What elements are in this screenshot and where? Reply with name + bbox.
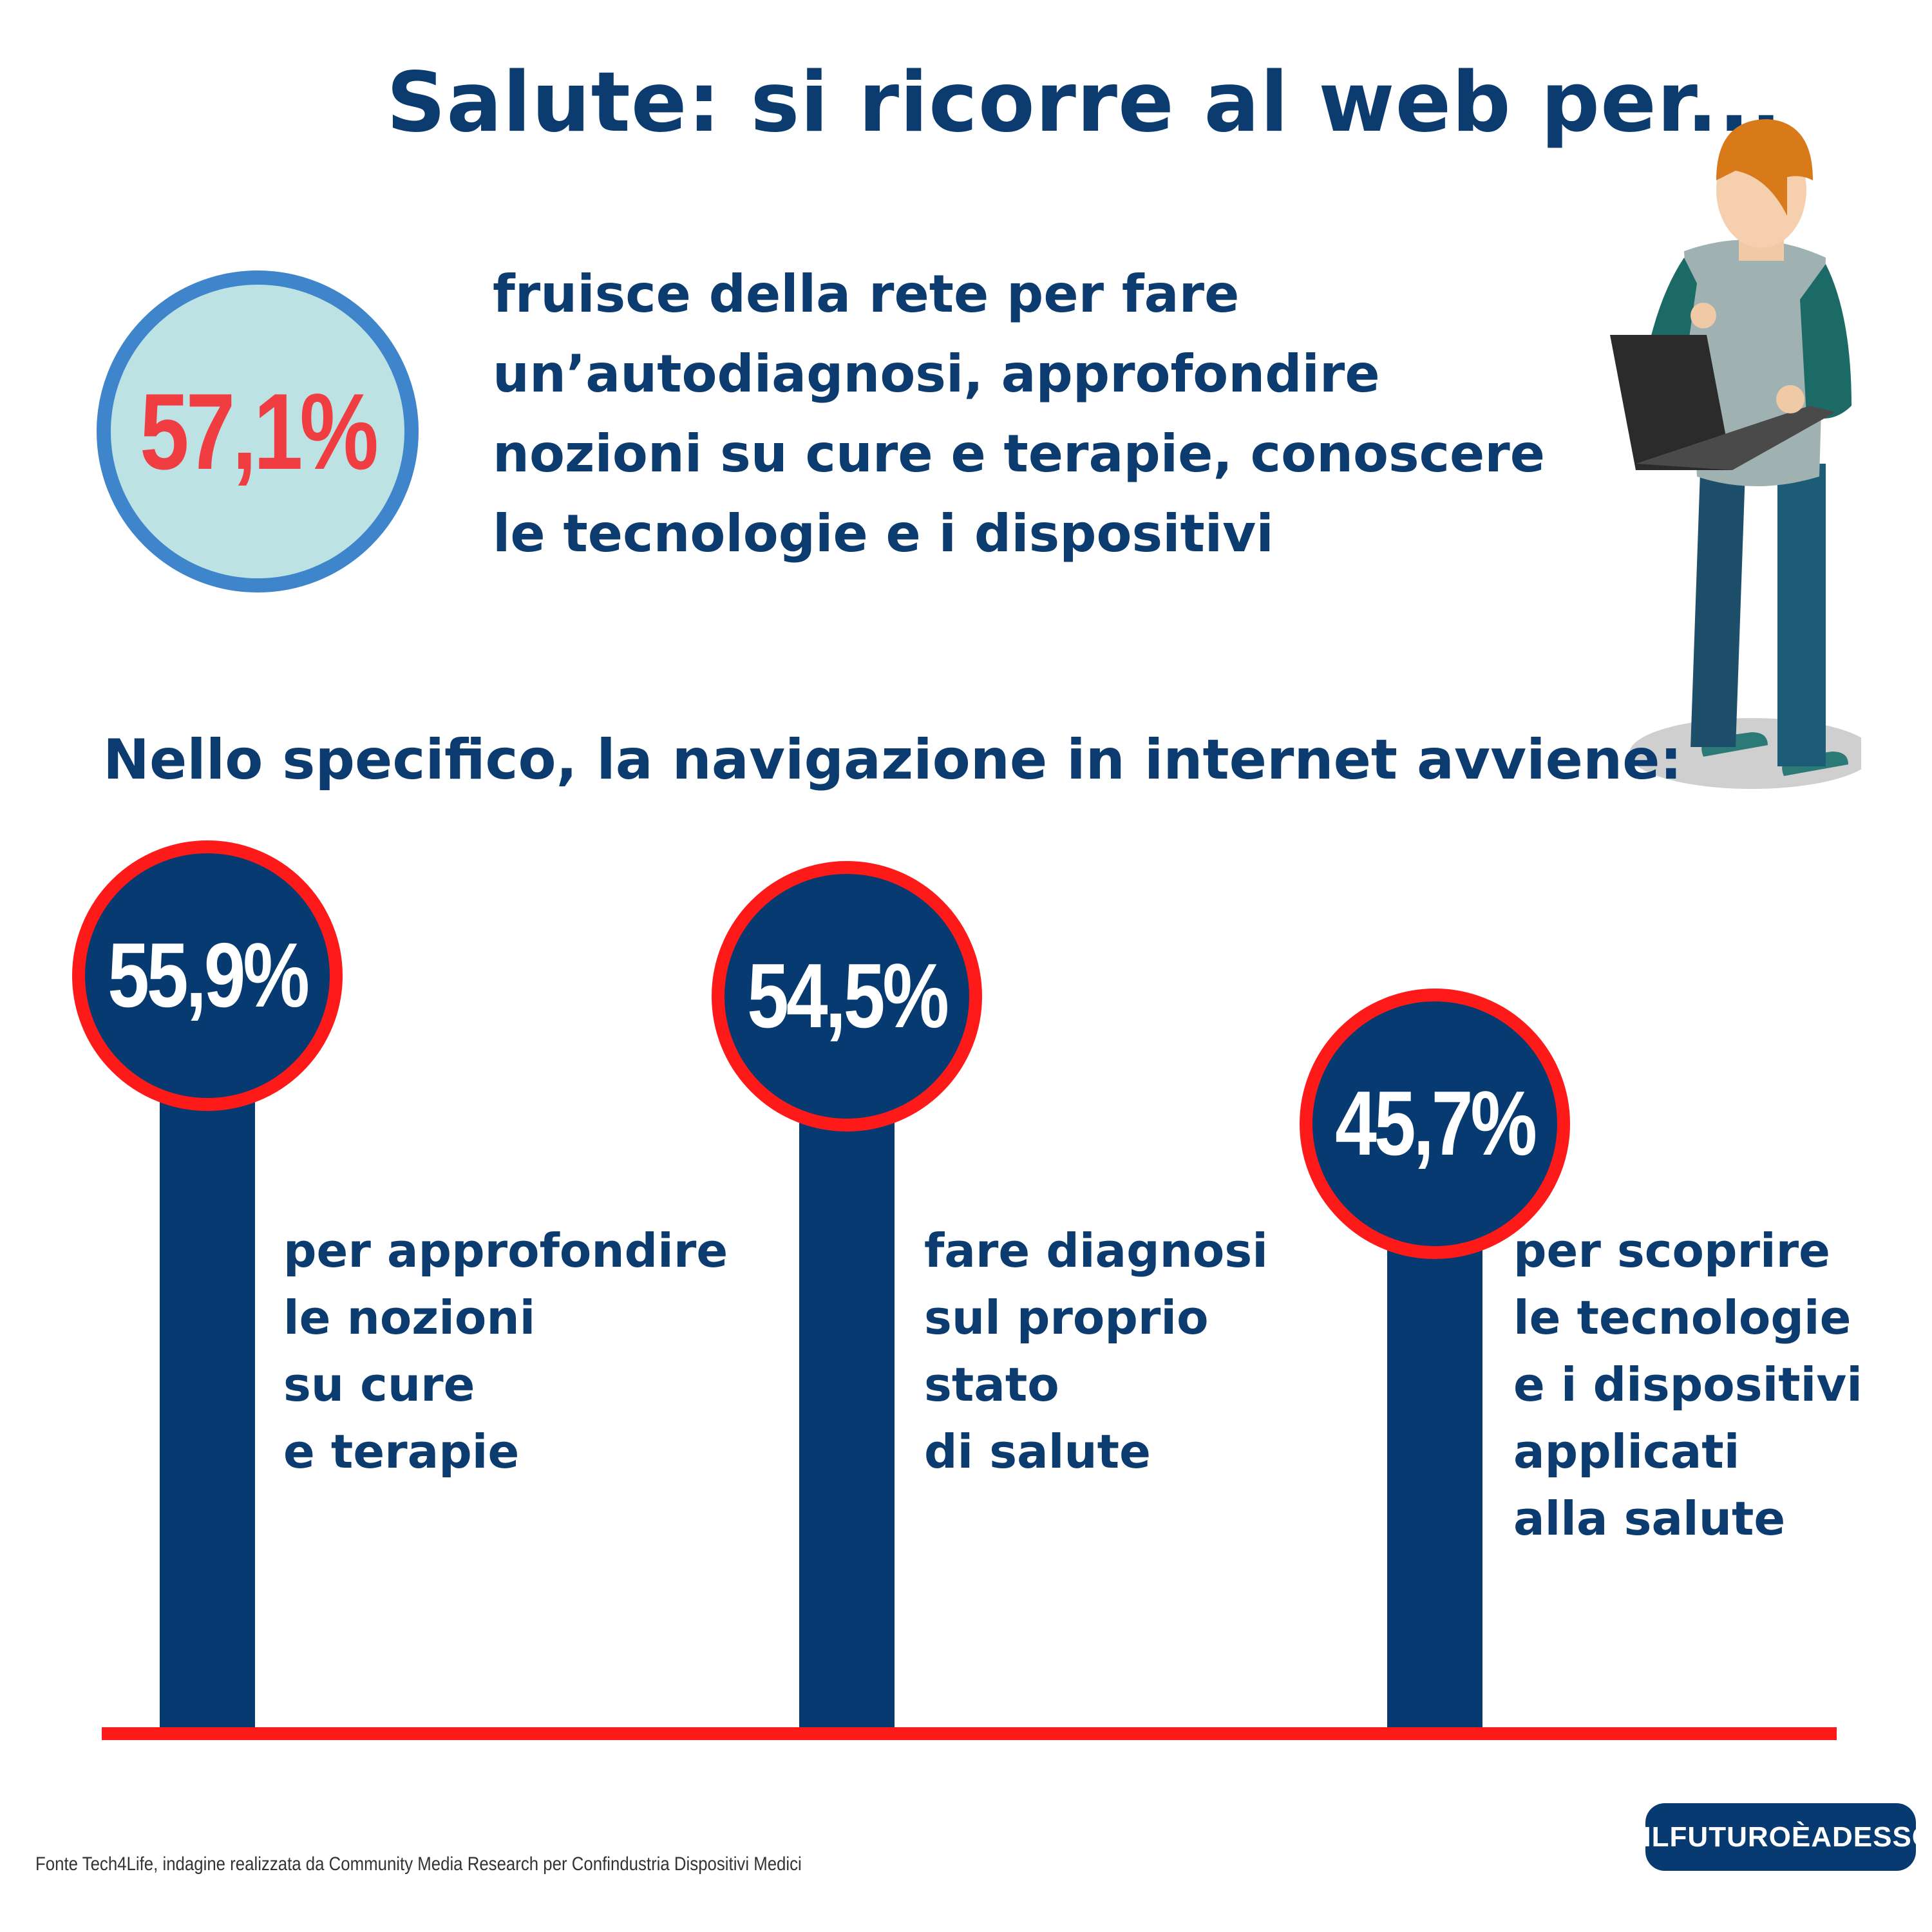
hashtag-badge: #ILFUTUROÈADESSO bbox=[1627, 1803, 1932, 1871]
bar-description-line: e i dispositivi bbox=[1513, 1358, 1862, 1412]
bar-description-line: e terapie bbox=[283, 1425, 520, 1479]
intro-line: le tecnologie e i dispositivi bbox=[493, 504, 1274, 564]
bar-description-line: stato bbox=[924, 1358, 1059, 1412]
bar-description-line: sul proprio bbox=[924, 1291, 1209, 1345]
bar-description-line: di salute bbox=[924, 1425, 1151, 1479]
bar-value-label: 45,7% bbox=[1335, 1072, 1537, 1175]
bar-description: fare diagnosi sul proprio stato di salute bbox=[924, 1217, 1268, 1485]
bar-description-line: le nozioni bbox=[283, 1291, 536, 1345]
bar-description-line: su cure bbox=[283, 1358, 475, 1412]
bar-description-line: per scoprire bbox=[1513, 1224, 1831, 1278]
intro-line: nozioni su cure e terapie, conoscere bbox=[493, 424, 1545, 484]
page-title: Salute: si ricorre al web per... bbox=[386, 55, 1783, 151]
bar-description-line: applicati bbox=[1513, 1425, 1740, 1479]
intro-line: fruisce della rete per fare bbox=[493, 264, 1240, 324]
bar-description-line: alla salute bbox=[1513, 1492, 1786, 1546]
chart-baseline bbox=[102, 1727, 1837, 1740]
bar-description-line: le tecnologie bbox=[1513, 1291, 1852, 1345]
subheading: Nello specifico, la navigazione in inter… bbox=[103, 728, 1682, 792]
source-note: Fonte Tech4Life, indagine realizzata da … bbox=[35, 1853, 802, 1875]
intro-line: un’autodiagnosi, approfondire bbox=[493, 344, 1380, 404]
person-with-laptop-icon bbox=[1610, 119, 1861, 789]
bar-description-line: per approfondire bbox=[283, 1224, 728, 1278]
bar-value-label: 55,9% bbox=[108, 924, 310, 1027]
bar-description: per approfondire le nozioni su cure e terap… bbox=[283, 1217, 728, 1485]
bar-value-label: 54,5% bbox=[747, 944, 949, 1047]
intro-value: 57,1% bbox=[139, 370, 379, 492]
intro-text: fruisce della rete per fare un’autodiagn… bbox=[493, 254, 1587, 574]
bar-description: per scoprire le tecnologie e i dispositivi… bbox=[1513, 1217, 1862, 1552]
bar-description-line: fare diagnosi bbox=[924, 1224, 1268, 1278]
